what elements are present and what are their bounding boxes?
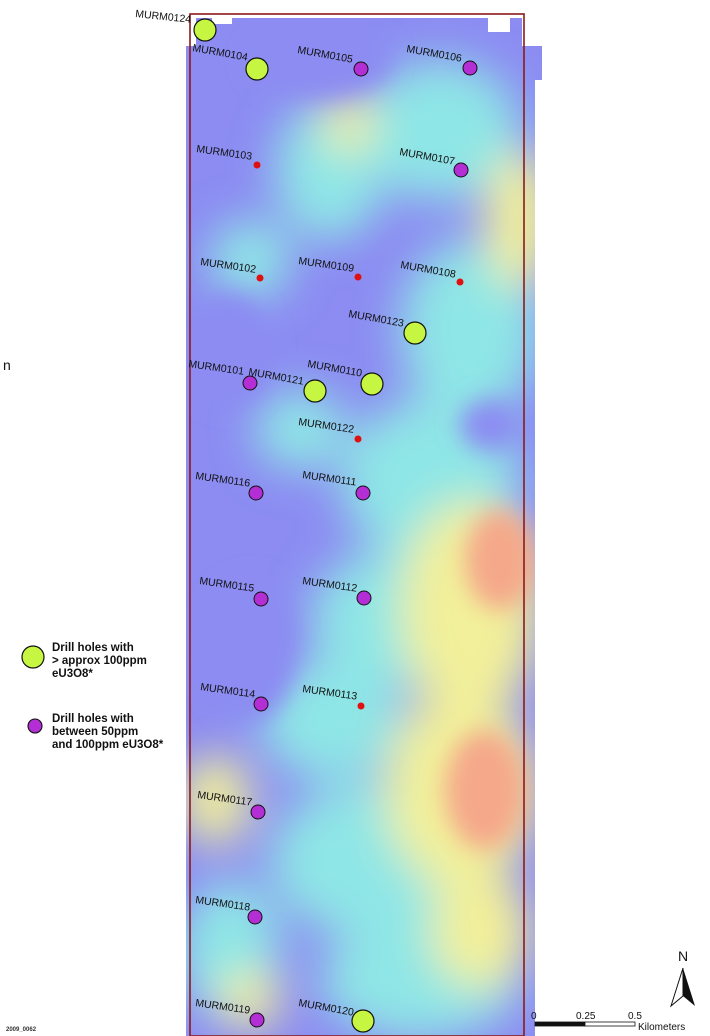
legend-large-hole-symbol — [21, 645, 45, 669]
north-arrow: N — [670, 948, 695, 1008]
figure-code: 2009_0062 — [6, 1027, 37, 1033]
radiometric-raster — [186, 18, 542, 1036]
drill-hole-marker — [403, 321, 427, 345]
drill-hole-marker — [193, 18, 217, 42]
drill-hole-marker — [242, 375, 258, 391]
drill-hole: MURM0124 — [135, 8, 217, 42]
scale-tick-2: 0.5 — [628, 1011, 642, 1022]
drill-hole-marker — [303, 379, 327, 403]
scale-unit: Kilometers — [638, 1022, 685, 1033]
drill-hole-marker — [248, 485, 264, 501]
drill-hole-marker — [456, 278, 464, 286]
side-text: n — [3, 357, 11, 373]
scale-segment-2 — [584, 1021, 636, 1027]
drill-hole-marker — [355, 485, 371, 501]
legend-large-line2: > approx 100ppm — [52, 655, 147, 667]
scale-bar: 0 0.25 0.5 Kilometers — [531, 1011, 685, 1033]
legend-large-line3: eU3O8* — [52, 668, 93, 680]
drill-hole-marker — [256, 274, 264, 282]
scale-tick-1: 0.25 — [576, 1011, 596, 1022]
drill-hole-marker — [453, 162, 469, 178]
legend-medium-line2: between 50ppm — [52, 726, 138, 738]
drill-hole-marker — [253, 161, 261, 169]
drill-hole-label: MURM0124 — [135, 8, 192, 26]
drill-hole-marker — [247, 909, 263, 925]
tenement-boundary — [189, 13, 525, 1036]
drill-hole-marker — [253, 696, 269, 712]
legend-medium-line3: and 100ppm eU3O8* — [52, 739, 164, 751]
drill-hole-marker — [353, 61, 369, 77]
scale-segment-1 — [534, 1021, 586, 1027]
drill-hole-marker — [351, 1009, 375, 1033]
drill-hole-marker — [250, 804, 266, 820]
drill-hole-marker — [354, 435, 362, 443]
north-label: N — [678, 948, 688, 964]
scale-tick-0: 0 — [531, 1011, 537, 1022]
legend-medium-hole-symbol — [27, 718, 43, 734]
legend-large-line1: Drill holes with — [52, 642, 134, 654]
drill-hole-marker — [356, 590, 372, 606]
north-arrow-icon — [683, 968, 695, 1006]
drill-hole-marker — [354, 273, 362, 281]
drill-hole-marker — [360, 372, 384, 396]
legend-medium-line1: Drill holes with — [52, 713, 134, 725]
drill-hole-marker — [253, 591, 269, 607]
drill-hole-marker — [249, 1012, 265, 1028]
drill-hole-marker — [245, 57, 269, 81]
drill-hole-marker — [357, 702, 365, 710]
legend: Drill holes with > approx 100ppm eU3O8* … — [21, 642, 164, 751]
drill-hole-marker — [462, 60, 478, 76]
